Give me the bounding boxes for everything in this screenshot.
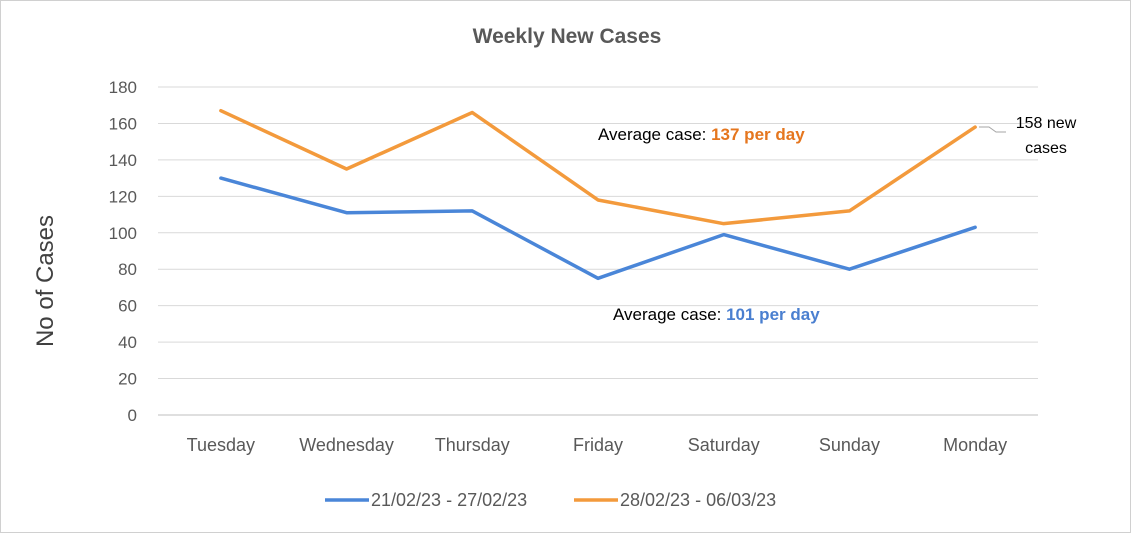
x-tick-label: Sunday <box>819 435 880 455</box>
series-line-1 <box>219 176 977 281</box>
monday-callout-line1: 158 new <box>1016 115 1077 132</box>
monday-callout-line2: cases <box>1025 140 1067 157</box>
y-tick-label: 120 <box>109 187 137 206</box>
y-tick-label: 40 <box>118 333 137 352</box>
blue-average-annotation: Average case: 101 per day <box>613 305 820 324</box>
series-line-2 <box>219 108 977 226</box>
legend-item-2: 28/02/23 - 06/03/23 <box>574 490 776 510</box>
legend-item-1: 21/02/23 - 27/02/23 <box>325 490 527 510</box>
orange-average-annotation: Average case: 137 per day <box>598 125 805 144</box>
y-tick-label: 140 <box>109 151 137 170</box>
x-tick-label: Saturday <box>688 435 760 455</box>
y-tick-label: 180 <box>109 78 137 97</box>
average-value: 137 per day <box>711 125 805 144</box>
y-tick-label: 60 <box>118 297 137 316</box>
legend-label: 21/02/23 - 27/02/23 <box>371 490 527 510</box>
average-value: 101 per day <box>726 305 820 324</box>
average-prefix: Average case: <box>613 305 726 324</box>
y-tick-label: 100 <box>109 224 137 243</box>
x-tick-label: Monday <box>943 435 1007 455</box>
y-tick-label: 160 <box>109 114 137 133</box>
y-axis-label: No of Cases <box>32 215 59 347</box>
y-tick-label: 0 <box>128 406 137 425</box>
chart-title: Weekly New Cases <box>473 25 662 48</box>
callout-leader-line <box>979 126 1006 133</box>
x-tick-label: Thursday <box>435 435 510 455</box>
x-tick-label: Wednesday <box>299 435 394 455</box>
x-tick-label: Friday <box>573 435 623 455</box>
y-tick-label: 80 <box>118 260 137 279</box>
y-tick-label: 20 <box>118 370 137 389</box>
average-prefix: Average case: <box>598 125 711 144</box>
legend-label: 28/02/23 - 06/03/23 <box>620 490 776 510</box>
x-tick-label: Tuesday <box>187 435 255 455</box>
